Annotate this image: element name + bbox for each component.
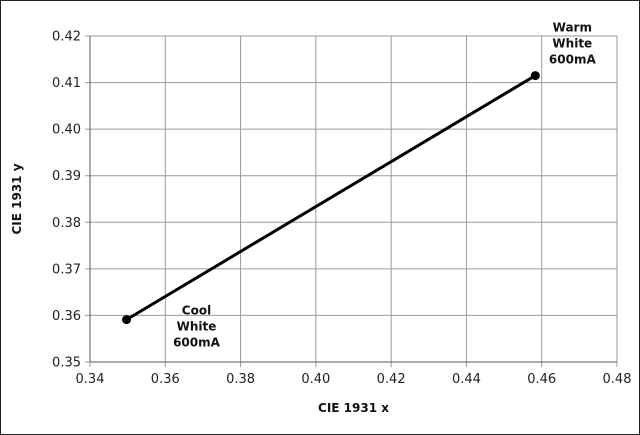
x-tick-label: 0.38 [226,372,255,387]
series-line [125,74,537,321]
y-tick-label: 0.39 [52,169,81,184]
x-tick-label: 0.36 [151,372,180,387]
y-tick-label: 0.36 [52,309,81,324]
x-tick-label: 0.46 [527,372,556,387]
x-tick-label: 0.40 [301,372,330,387]
annotation-label: 600mA [173,336,221,350]
annotation-label: 600mA [549,53,597,67]
annotation-label: Warm [553,21,592,35]
y-tick-label: 0.41 [52,76,81,91]
x-tick-label: 0.42 [377,372,406,387]
y-tick-label: 0.40 [52,123,81,138]
y-tick-label: 0.35 [52,356,81,371]
x-tick-label: 0.34 [76,372,105,387]
annotation-label: Cool [182,304,211,318]
y-tick-label: 0.38 [52,216,81,231]
x-tick-label: 0.48 [603,372,632,387]
y-axis-title: CIE 1931 y [10,163,24,234]
y-tick-label: 0.37 [52,262,81,277]
annotation-label: White [552,37,592,51]
x-axis-title: CIE 1931 x [318,401,389,415]
y-tick-label: 0.42 [52,30,81,45]
data-point [530,71,540,81]
annotation-label: White [177,320,217,334]
data-point [122,315,132,325]
x-tick-label: 0.44 [452,372,481,387]
